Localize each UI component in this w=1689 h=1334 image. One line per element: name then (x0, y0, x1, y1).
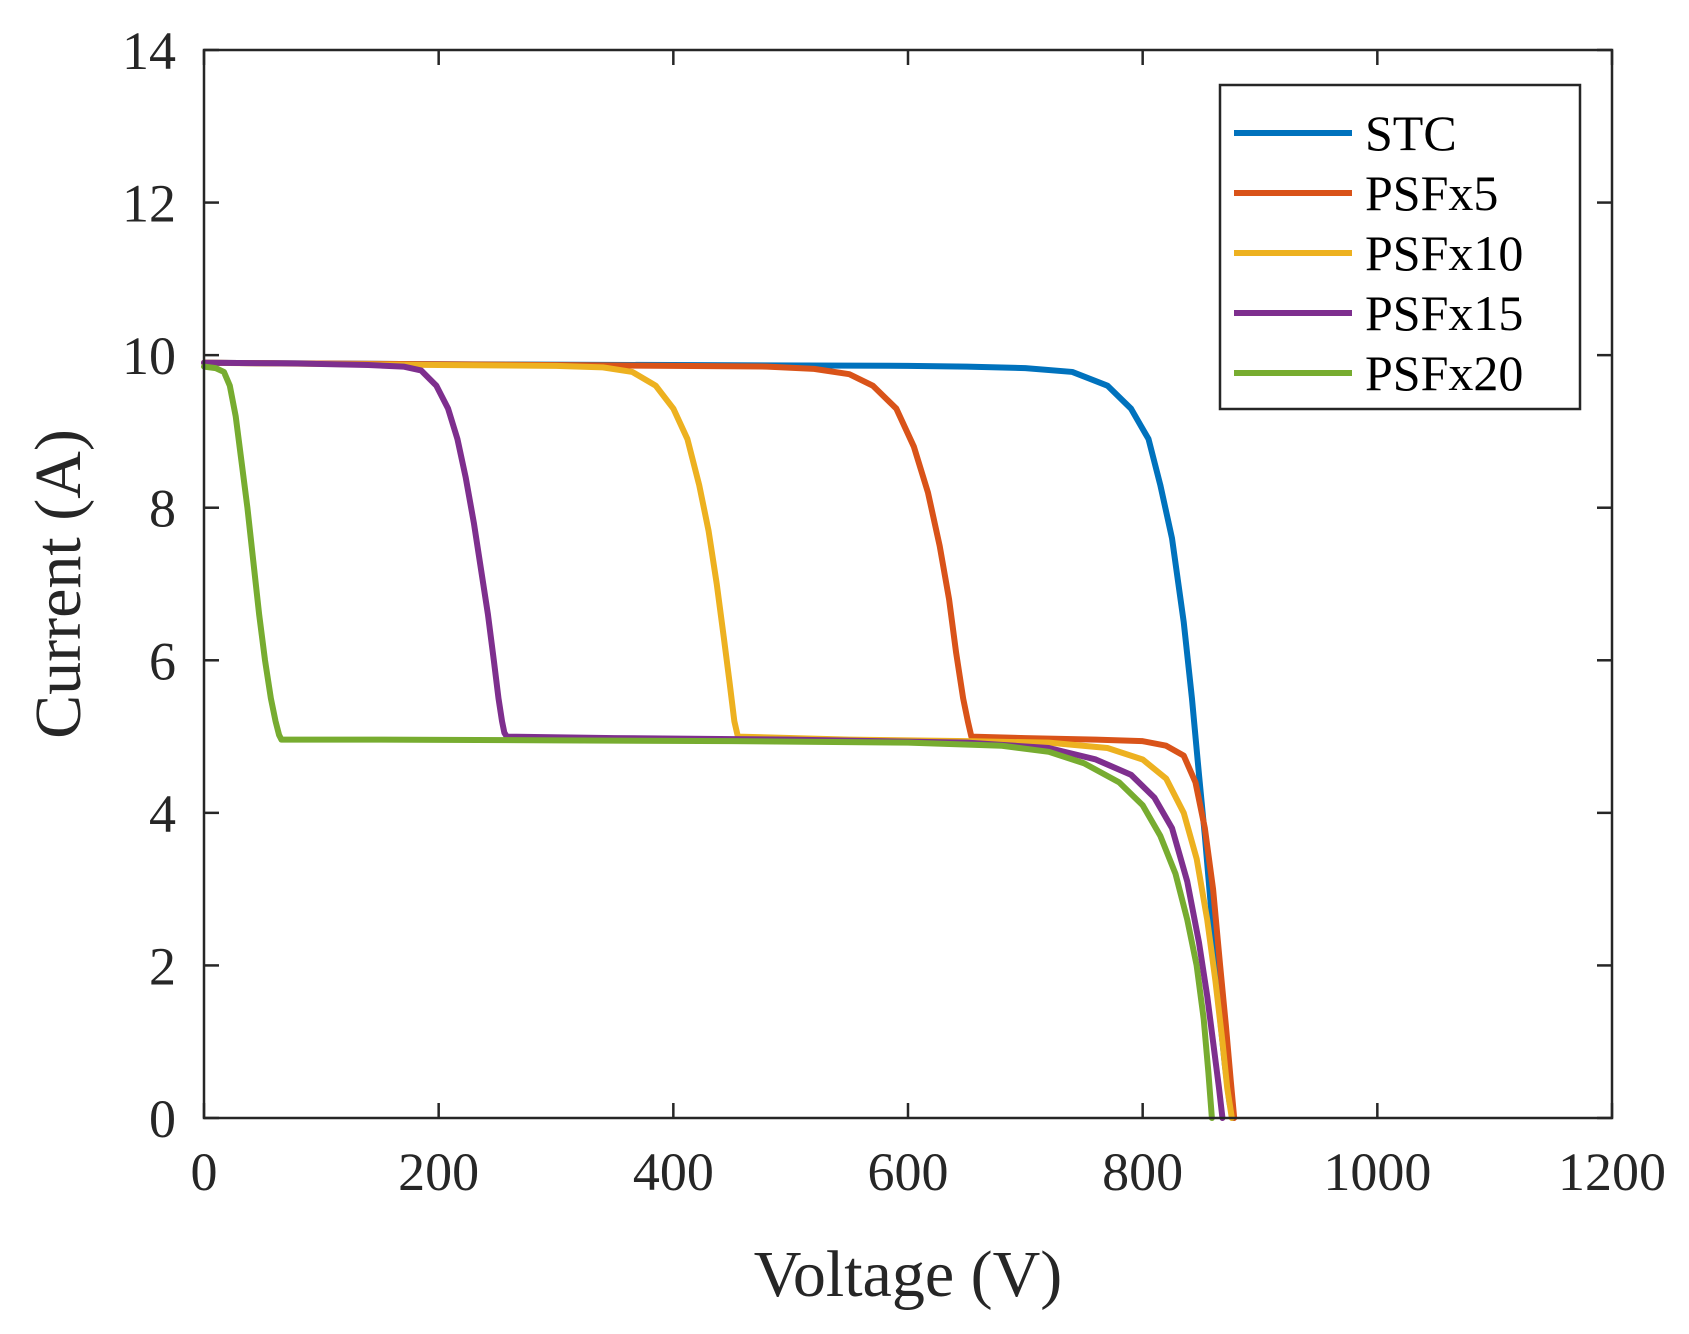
y-tick-label: 14 (122, 21, 176, 81)
series-line-psfx5 (201, 359, 1238, 1121)
series-line-psfx15 (201, 359, 1226, 1121)
legend-label-stc: STC (1365, 105, 1457, 161)
y-axis-title: Current (A) (22, 429, 95, 739)
x-tick-label: 1000 (1323, 1142, 1431, 1202)
legend-label-psfx5: PSFx5 (1365, 165, 1498, 221)
x-tick-label: 0 (191, 1142, 218, 1202)
legend-box (1218, 83, 1582, 411)
series-line-psfx20 (201, 363, 1215, 1121)
x-tick-label: 800 (1102, 1142, 1183, 1202)
y-tick-label: 4 (149, 784, 176, 844)
legend-label-psfx15: PSFx15 (1365, 285, 1523, 341)
y-tick-label: 2 (149, 936, 176, 996)
x-tick-label: 1200 (1558, 1142, 1666, 1202)
ticks-layer: 0 200 400 600 800 1000 1200 0 2 4 6 8 10 12 14 (122, 21, 1666, 1202)
legend-label-psfx20: PSFx20 (1365, 345, 1523, 401)
x-axis-title: Voltage (V) (754, 1238, 1063, 1311)
x-tick-label: 200 (398, 1142, 479, 1202)
x-tick-label: 400 (633, 1142, 714, 1202)
y-tick-label: 12 (122, 174, 176, 234)
y-tick-label: 6 (149, 631, 176, 691)
y-tick-label: 10 (122, 326, 176, 386)
legend-label-psfx10: PSFx10 (1365, 225, 1523, 281)
y-tick-label: 0 (149, 1089, 176, 1149)
y-tick-label: 8 (149, 479, 176, 539)
series-line-psfx10 (201, 359, 1235, 1121)
x-tick-label: 600 (868, 1142, 949, 1202)
series-layer (201, 359, 1238, 1121)
